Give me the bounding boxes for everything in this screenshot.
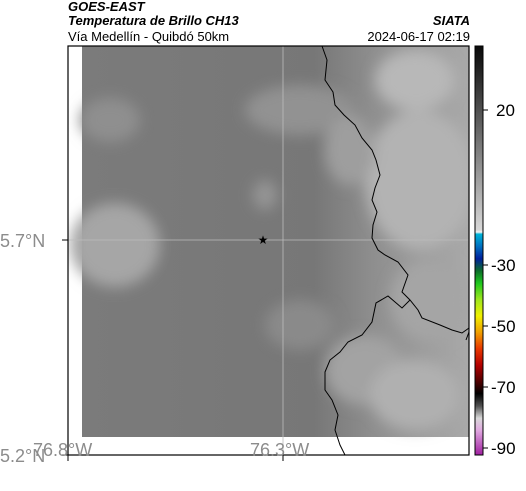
colorbar-tick-label: 20 <box>496 101 515 120</box>
datetime-label: 2024-06-17 02:19 <box>367 29 470 44</box>
colorbar-tick-label: -70 <box>491 378 516 397</box>
location-star-marker: ★ <box>258 233 269 247</box>
brightness-temperature-field: ★ <box>68 46 469 455</box>
colorbar <box>474 45 484 456</box>
lat-tick-label: 5.7°N <box>0 231 46 251</box>
satellite-title: GOES-EAST <box>68 0 145 14</box>
colorbar-tick-label: -30 <box>491 256 516 275</box>
product-title: Temperatura de Brillo CH13 <box>68 13 239 28</box>
lon-tick-label: 76.8°W <box>33 440 93 460</box>
colorbar-tick-label: -50 <box>491 317 516 336</box>
map-frame <box>67 45 470 456</box>
lon-tick-label: 76.3°W <box>250 440 310 460</box>
region-subtitle: Vía Medellín - Quibdó 50km <box>68 29 230 44</box>
source-label: SIATA <box>432 13 470 28</box>
colorbar-tick-label: -90 <box>491 439 516 458</box>
lat-tick-label: 5.2°N <box>0 446 46 466</box>
